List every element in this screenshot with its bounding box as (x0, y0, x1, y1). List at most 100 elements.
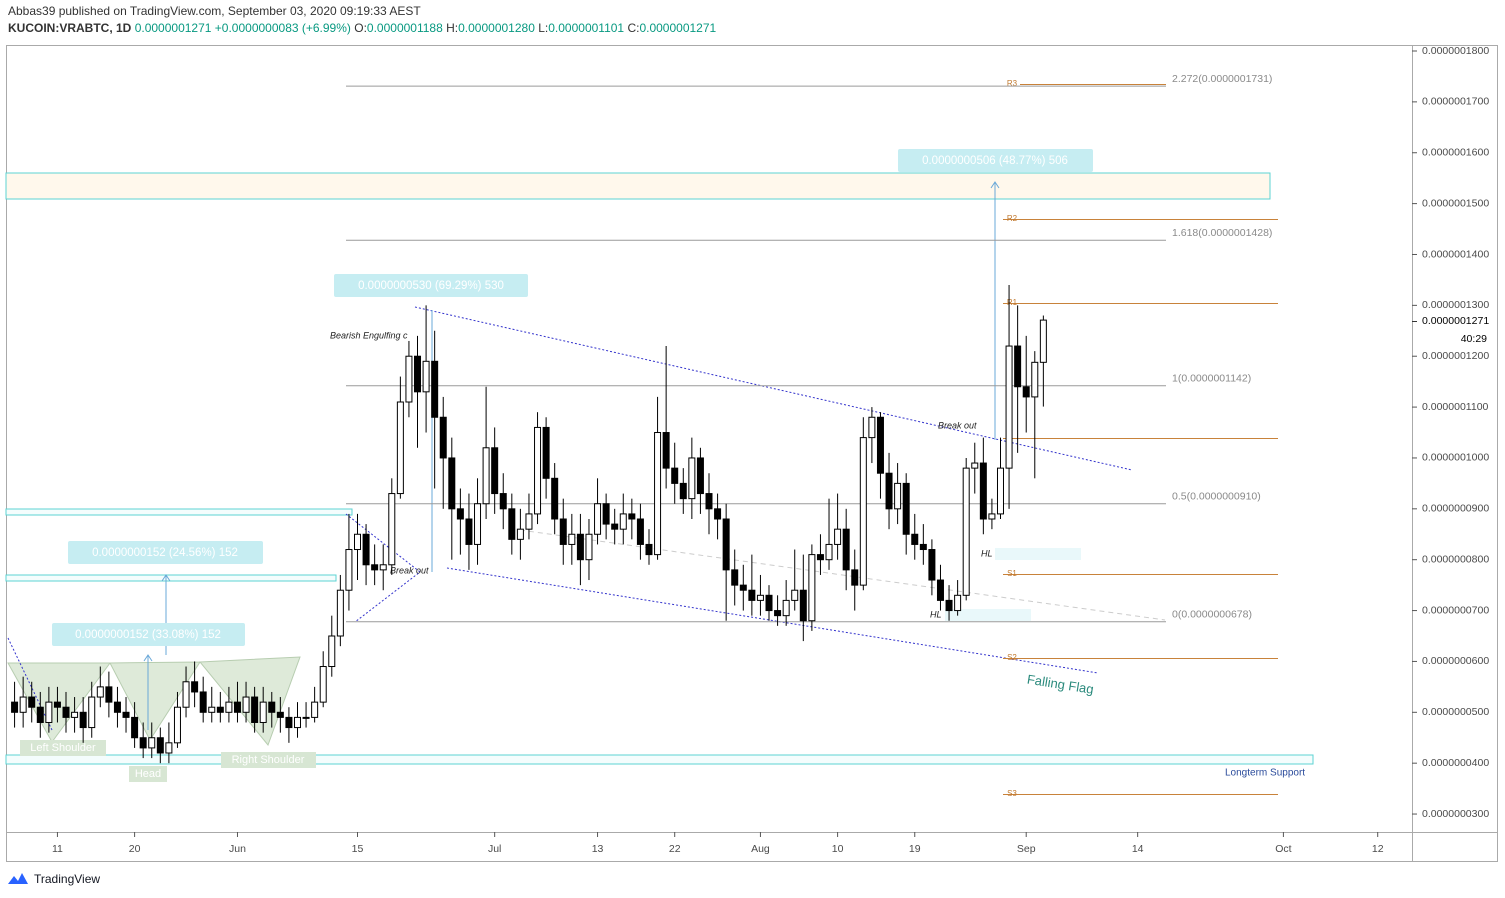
y-tick-label: 0.0000001500 (1422, 197, 1489, 209)
candle-body (756, 594, 764, 601)
candles (11, 285, 1047, 764)
measure-box (334, 274, 528, 297)
candle-body (714, 508, 722, 520)
x-tick-label: 20 (129, 843, 141, 855)
candle-body (936, 579, 944, 601)
candle-body (508, 508, 516, 540)
candle-body (19, 696, 27, 713)
candle-body (902, 482, 910, 535)
y-tick-label: 0.0000001600 (1422, 147, 1489, 159)
candle-body (971, 462, 979, 469)
x-tick-label: 13 (592, 843, 604, 855)
candle-body (233, 701, 241, 713)
zone (5, 574, 337, 582)
measure-arrow (143, 654, 153, 730)
candle-body (96, 686, 104, 698)
candle-body (311, 701, 319, 718)
candle-body (113, 701, 121, 713)
y-tick-label: 0.0000001200 (1422, 350, 1489, 362)
fib-label: 0.5(0.0000000910) (1172, 491, 1261, 503)
candle-body (722, 518, 730, 571)
y-tick-label: 0.0000001700 (1422, 96, 1489, 108)
candle-body (885, 472, 893, 510)
y-tick-label: 0.0000000300 (1422, 808, 1489, 820)
fib-label: 0(0.0000000678) (1172, 609, 1252, 621)
candle-body (679, 482, 687, 500)
candle-body (482, 447, 490, 505)
pattern-box (20, 740, 106, 756)
y-tick-label: 0.0000000700 (1422, 604, 1489, 616)
candle-body (979, 462, 987, 520)
measure-box (52, 623, 245, 646)
candle-body (696, 457, 704, 495)
candle-body (148, 737, 156, 749)
note-box (945, 609, 1031, 621)
candle-body (662, 432, 670, 469)
candle-body (448, 457, 456, 510)
candle-body (88, 696, 96, 729)
candle-body (894, 482, 902, 510)
logo-text: TradingView (34, 872, 100, 886)
candle-body (799, 589, 807, 622)
fib-label: 1.618(0.0000001428) (1172, 227, 1272, 239)
pivot-label: R1 (1007, 298, 1018, 307)
candle-body (568, 533, 576, 545)
candle-body (268, 701, 276, 713)
x-tick-label: Sep (1017, 843, 1036, 855)
candle-body (62, 706, 70, 718)
note: HL (981, 548, 993, 558)
candle-body (28, 696, 36, 708)
candle-body (576, 533, 584, 561)
y-tick-label: 0.0000000900 (1422, 503, 1489, 515)
candle-body (962, 467, 970, 596)
measure-label: 0.0000000530 (69.29%) 530 (358, 280, 504, 292)
x-tick-label: 14 (1132, 843, 1144, 855)
candle-body (122, 711, 130, 718)
candle-body (79, 711, 87, 729)
candle-body (285, 716, 293, 729)
candle-body (602, 503, 610, 525)
candle-body (53, 701, 61, 708)
candle-body (954, 594, 962, 612)
candle-body (765, 594, 773, 612)
candle-body (45, 701, 53, 723)
candle-body (525, 513, 533, 530)
candle-body (782, 599, 790, 617)
chart-frame (6, 45, 1498, 862)
y-tick-label: 0.0000001100 (1422, 401, 1489, 413)
candle-body (705, 493, 713, 510)
candle-body (319, 666, 327, 703)
x-tick-label: Oct (1275, 843, 1291, 855)
pattern-label: Head (135, 768, 161, 780)
candle-body (825, 543, 833, 561)
candle-body (379, 564, 387, 571)
y-tick-label: 0.0000000600 (1422, 655, 1489, 667)
candle-body (362, 533, 370, 566)
pattern-name: Falling Flag (1026, 672, 1095, 697)
candle-body (165, 742, 173, 754)
candle-body (688, 457, 696, 500)
candle-body (474, 503, 482, 545)
candle-body (516, 528, 524, 540)
open-value: 0.0000001188 (367, 21, 443, 35)
candle-body (182, 681, 190, 708)
close-label: C: (627, 21, 639, 35)
pattern-label: Left Shoulder (30, 742, 96, 754)
candle-body (465, 518, 473, 545)
high-value: 0.0000001280 (458, 21, 535, 35)
x-tick-label: 11 (52, 843, 63, 855)
candle-body (559, 518, 567, 545)
candle-body (173, 706, 181, 744)
x-tick-label: Jun (229, 843, 246, 855)
x-tick-label: Jul (488, 843, 501, 855)
candle-body (619, 513, 627, 530)
candle-body (594, 503, 602, 535)
measure-label: 0.0000000152 (33.08%) 152 (75, 629, 221, 641)
candle-body (585, 533, 593, 561)
low-label: L: (538, 21, 548, 35)
candle-body (139, 737, 147, 749)
x-tick-label: Aug (751, 843, 770, 855)
pivot-label: S2 (1007, 653, 1017, 662)
candle-body (491, 447, 499, 495)
